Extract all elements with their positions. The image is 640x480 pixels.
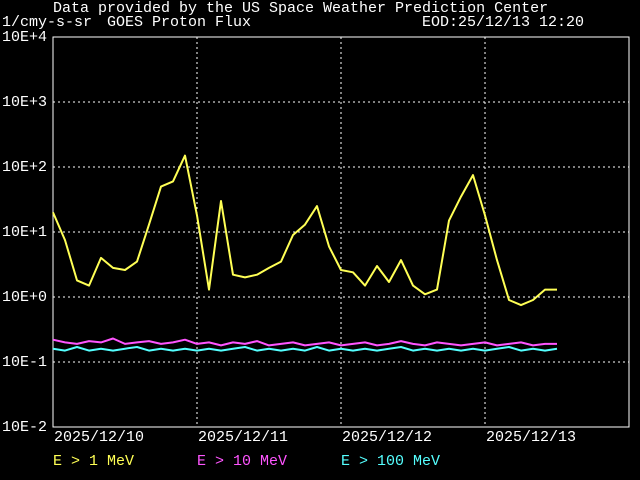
legend-entry: E > 1 MeV: [53, 453, 134, 470]
x-tick-label: 2025/12/10: [54, 429, 144, 446]
data-line: [52, 337, 557, 347]
y-tick-label: 10E-2: [2, 419, 47, 436]
y-tick-label: 10E-1: [2, 354, 47, 371]
data-line: [52, 154, 557, 307]
y-tick-label: 10E+3: [2, 94, 47, 111]
x-tick-label: 2025/12/12: [342, 429, 432, 446]
timestamp: EOD:25/12/13 12:20: [422, 14, 584, 31]
y-tick-label: 10E+2: [2, 159, 47, 176]
legend-entry: E > 10 MeV: [197, 453, 287, 470]
y-axis-label: 1/cmy-s-sr: [2, 14, 92, 31]
y-tick-label: 10E+1: [2, 224, 47, 241]
x-tick-label: 2025/12/11: [198, 429, 288, 446]
y-tick-label: 10E+0: [2, 289, 47, 306]
y-tick-label: 10E+4: [2, 29, 47, 46]
plot-frame: [52, 36, 630, 428]
data-line: [52, 346, 558, 352]
source-note: Data provided by the US Space Weather Pr…: [53, 0, 548, 17]
chart-title: GOES Proton Flux: [107, 14, 251, 31]
x-tick-label: 2025/12/13: [486, 429, 576, 446]
legend-entry: E > 100 MeV: [341, 453, 440, 470]
